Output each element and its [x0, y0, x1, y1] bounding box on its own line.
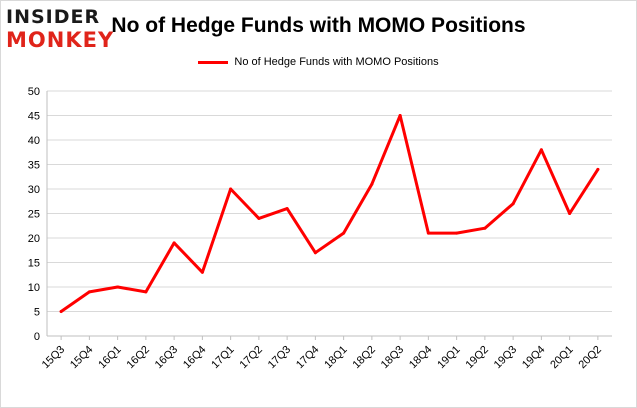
data-point: [455, 231, 459, 235]
y-tick-label: 45: [28, 111, 40, 123]
y-tick-label: 5: [34, 307, 40, 319]
logo-line-2: MONKEY: [6, 28, 115, 52]
data-point: [370, 182, 374, 186]
data-point: [313, 251, 317, 255]
x-tick-label: 19Q2: [463, 344, 491, 372]
data-point: [116, 285, 120, 289]
x-tick-label: 18Q1: [322, 344, 350, 372]
logo-line-1: INSIDER: [6, 6, 101, 28]
x-tick-label: 17Q1: [209, 344, 237, 372]
data-point: [539, 148, 543, 152]
x-tick-label: 18Q2: [350, 344, 378, 372]
data-point: [568, 212, 572, 215]
data-point: [257, 216, 261, 220]
data-point: [59, 310, 63, 313]
data-point: [172, 241, 176, 245]
data-point: [144, 290, 148, 294]
y-tick-label: 50: [28, 86, 40, 98]
y-tick-label: 30: [28, 184, 40, 196]
x-tick-label: 19Q4: [520, 344, 548, 372]
x-tick-label: 16Q4: [181, 344, 209, 372]
x-tick-label: 19Q1: [435, 344, 463, 372]
y-tick-label: 20: [28, 233, 40, 245]
x-tick-label: 18Q4: [407, 344, 435, 372]
x-tick-label: 15Q4: [68, 344, 96, 372]
legend-label: No of Hedge Funds with MOMO Positions: [234, 56, 439, 69]
data-point: [483, 226, 487, 230]
x-tick-label: 20Q1: [548, 344, 576, 372]
data-point: [511, 202, 515, 206]
x-tick-label: 16Q2: [124, 344, 152, 372]
series-line-0: [59, 114, 600, 313]
x-tick-label: 17Q3: [266, 344, 294, 372]
x-tick-label: 20Q2: [576, 344, 604, 372]
insider-monkey-logo: INSIDER MONKEY: [4, 6, 116, 54]
y-tick-label: 40: [28, 135, 40, 147]
data-point: [229, 187, 233, 191]
data-point: [596, 167, 600, 171]
y-tick-label: 10: [28, 282, 40, 294]
chart-legend: No of Hedge Funds with MOMO Positions: [0, 56, 637, 68]
y-tick-label: 25: [28, 209, 40, 221]
x-tick-label: 17Q2: [237, 344, 265, 372]
x-tick-label: 15Q3: [40, 344, 68, 372]
data-point: [285, 207, 289, 211]
y-tick-label: 15: [28, 258, 40, 270]
legend-swatch: [198, 60, 229, 64]
x-tick-label: 17Q4: [294, 344, 322, 372]
data-point: [87, 290, 91, 294]
y-tick-label: 0: [34, 331, 40, 343]
data-point: [342, 231, 346, 235]
x-tick-label: 18Q3: [379, 344, 407, 372]
x-tick-label: 16Q3: [153, 344, 181, 372]
data-point: [200, 270, 204, 274]
data-point: [398, 114, 402, 117]
chart-title: No of Hedge Funds with MOMO Positions: [111, 14, 526, 37]
data-point: [426, 231, 430, 235]
x-tick-label: 16Q1: [96, 344, 124, 372]
y-tick-label: 35: [28, 160, 40, 172]
x-tick-label: 19Q3: [492, 344, 520, 372]
